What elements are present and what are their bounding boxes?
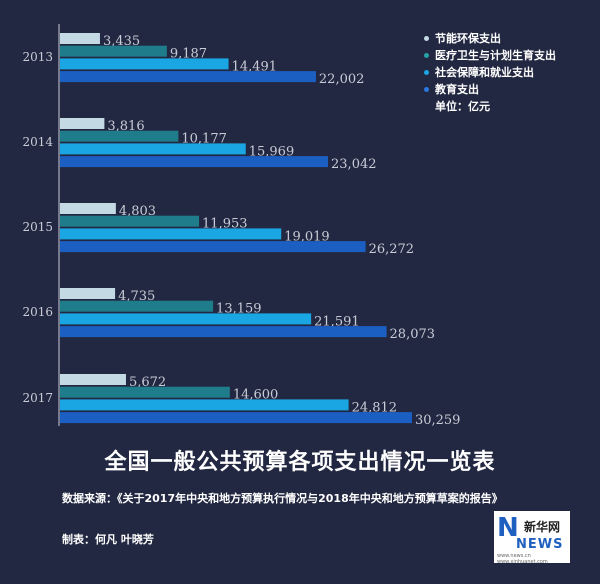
data-label: 3,816 — [107, 119, 144, 134]
bar — [60, 374, 126, 385]
y-tick-label: 2013 — [22, 50, 53, 64]
bar — [60, 33, 100, 44]
data-source: 数据来源：《关于2017年中央和地方预算执行情况与2018年中央和地方预算草案的… — [62, 492, 503, 505]
legend-label: 医疗卫生与计划生育支出 — [435, 49, 556, 62]
legend-swatch-2 — [424, 70, 429, 75]
legend-item: 节能环保支出 — [424, 30, 556, 47]
legend-item: 社会保障和就业支出 — [424, 64, 556, 81]
bar — [60, 241, 366, 253]
bar-chart: 2013 3,435 9,187 14,491 22,002 2014 3,816 10,17… — [22, 24, 460, 428]
data-label: 14,491 — [232, 59, 278, 74]
data-label: 30,259 — [415, 413, 461, 428]
bar — [60, 326, 387, 338]
bar — [60, 300, 214, 312]
data-label: 22,002 — [319, 72, 365, 87]
y-tick-label: 2017 — [22, 391, 53, 405]
data-label: 4,735 — [118, 289, 155, 304]
bar — [60, 412, 412, 424]
chart-title: 全国一般公共预算各项支出情况一览表 — [104, 450, 496, 475]
legend-swatch-0 — [424, 36, 429, 41]
data-label: 4,803 — [119, 204, 156, 219]
data-label: 26,272 — [369, 242, 415, 257]
bar — [60, 45, 167, 57]
xinhua-logo: N 新华网 NEWS www.news.cn www.xinhuanet.com — [494, 511, 570, 565]
data-label: 23,042 — [331, 157, 377, 172]
data-label: 15,969 — [249, 144, 295, 159]
data-label: 13,159 — [216, 302, 262, 317]
bar — [60, 143, 246, 155]
legend-swatch-3 — [424, 87, 429, 92]
data-label: 11,953 — [202, 217, 248, 232]
legend-swatch-1 — [424, 53, 429, 58]
data-label: 10,177 — [181, 132, 227, 147]
data-label: 5,672 — [129, 375, 166, 390]
y-tick-label: 2016 — [22, 305, 53, 319]
bar — [60, 288, 116, 299]
data-label: 21,591 — [314, 314, 360, 329]
bar — [60, 118, 105, 129]
bar — [60, 313, 312, 325]
data-label: 3,435 — [103, 34, 140, 49]
data-label: 9,187 — [170, 47, 207, 62]
bar — [60, 399, 349, 411]
legend-item: 医疗卫生与计划生育支出 — [424, 47, 556, 64]
legend-item: 教育支出 — [424, 81, 556, 98]
bar — [60, 203, 116, 214]
legend: 节能环保支出 医疗卫生与计划生育支出 社会保障和就业支出 教育支出 单位：亿元 — [424, 30, 556, 115]
legend-label: 教育支出 — [435, 83, 479, 96]
legend-label: 节能环保支出 — [435, 32, 501, 45]
logo-cn-text: 新华网 — [524, 520, 561, 534]
bar — [60, 228, 282, 240]
bar — [60, 156, 329, 168]
legend-label: 社会保障和就业支出 — [435, 66, 534, 79]
data-label: 28,073 — [390, 327, 436, 342]
logo-url-text: www.news.cn www.xinhuanet.com — [497, 553, 548, 565]
logo-n-mark: N — [497, 513, 519, 543]
author-credit: 制表：何凡 叶晓芳 — [62, 533, 154, 546]
bar — [60, 58, 229, 70]
bar — [60, 130, 179, 142]
bar — [60, 71, 316, 83]
y-tick-label: 2014 — [22, 135, 53, 149]
bar — [60, 215, 200, 227]
bar — [60, 386, 230, 398]
logo-news-text: NEWS — [516, 537, 564, 552]
data-label: 19,019 — [284, 229, 330, 244]
data-label: 14,600 — [233, 388, 279, 403]
y-tick-label: 2015 — [22, 220, 53, 234]
bars-group: 2013 3,435 9,187 14,491 22,002 2014 3,816 10,17… — [22, 33, 460, 428]
unit-label: 单位：亿元 — [435, 100, 490, 113]
data-label: 24,812 — [352, 400, 398, 415]
